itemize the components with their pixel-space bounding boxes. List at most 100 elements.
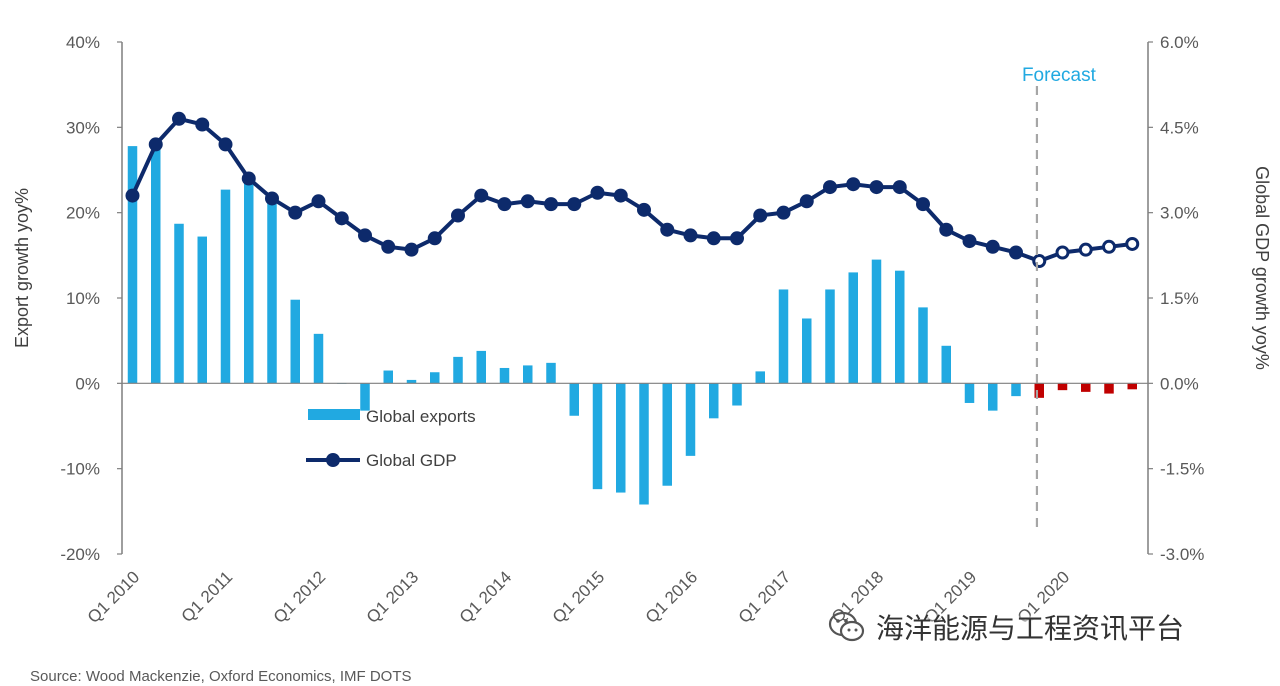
left-axis-title: Export growth yoy% <box>12 188 32 348</box>
legend: Global exports Global GDP <box>306 407 476 470</box>
export-bar <box>220 189 231 384</box>
export-bar <box>1011 383 1021 397</box>
watermark: 海洋能源与工程资讯平台 <box>826 606 1184 648</box>
export-bar <box>964 383 975 403</box>
right-tick-label: 1.5% <box>1160 289 1199 308</box>
export-bar <box>313 333 324 384</box>
gdp-point <box>613 188 628 203</box>
gdp-point <box>985 239 1000 254</box>
gdp-point <box>404 242 419 257</box>
left-tick-label: 40% <box>66 33 100 52</box>
export-bar <box>941 345 951 384</box>
gdp-point <box>427 231 442 246</box>
export-bar <box>802 318 812 384</box>
gdp-point <box>544 197 558 212</box>
export-bar <box>1057 383 1068 391</box>
gdp-point <box>730 231 744 246</box>
export-bar <box>825 289 835 384</box>
gdp-point <box>358 228 372 243</box>
export-bar <box>709 383 719 419</box>
gdp-point <box>823 180 837 195</box>
gdp-point <box>1125 236 1140 251</box>
gdp-point <box>148 137 163 152</box>
export-bar <box>871 259 882 384</box>
export-bar <box>523 365 533 384</box>
gdp-point <box>962 234 977 249</box>
export-bar <box>778 289 789 384</box>
x-tick-label: Q1 2010 <box>84 567 144 627</box>
right-tick-label: 6.0% <box>1160 33 1199 52</box>
export-bar <box>127 146 138 384</box>
export-bar <box>918 307 928 384</box>
gdp-point <box>474 188 489 203</box>
export-bar <box>1127 383 1137 390</box>
export-bar <box>406 379 417 384</box>
export-bar <box>290 299 300 384</box>
legend-label-gdp: Global GDP <box>366 451 457 470</box>
right-tick-label: -3.0% <box>1160 545 1204 564</box>
left-tick-label: 20% <box>66 204 100 223</box>
gdp-point <box>1055 245 1070 260</box>
export-bar <box>895 270 905 384</box>
export-bars <box>127 146 1137 505</box>
gdp-point <box>776 205 791 220</box>
source-note: Source: Wood Mackenzie, Oxford Economics… <box>30 668 412 685</box>
x-tick-label: Q1 2012 <box>270 567 330 627</box>
legend-label-exports: Global exports <box>366 407 476 426</box>
left-tick-label: 10% <box>66 289 100 308</box>
export-bar <box>383 370 393 384</box>
gdp-point <box>753 208 768 223</box>
gdp-point <box>660 222 675 237</box>
gdp-point <box>195 117 210 132</box>
gdp-point <box>683 228 698 243</box>
gdp-series-line <box>130 116 1133 264</box>
export-bar <box>662 383 672 486</box>
right-tick-label: 4.5% <box>1160 118 1199 137</box>
gdp-point <box>567 197 582 212</box>
export-bar <box>848 272 858 384</box>
x-tick-label: Q1 2013 <box>363 567 423 627</box>
gdp-point <box>706 231 721 246</box>
gdp-point <box>846 177 861 192</box>
gdp-point <box>590 185 605 200</box>
gdp-point <box>1078 242 1093 257</box>
left-tick-label: -20% <box>60 545 100 564</box>
gdp-point <box>520 194 535 209</box>
export-bar <box>197 236 207 384</box>
gdp-point <box>265 191 279 206</box>
legend-swatch-gdp-marker <box>326 453 340 467</box>
left-tick-label: -10% <box>60 460 100 479</box>
export-bar <box>569 383 579 416</box>
gdp-point <box>939 222 954 237</box>
watermark-text: 海洋能源与工程资讯平台 <box>876 612 1185 645</box>
export-bar <box>1034 383 1044 398</box>
export-bar <box>639 383 649 505</box>
gdp-point <box>916 197 930 212</box>
export-bar <box>616 383 626 493</box>
gdp-point <box>218 137 233 152</box>
wechat-icon <box>828 611 865 642</box>
export-bar <box>267 197 277 384</box>
gdp-point <box>172 111 186 126</box>
export-bar <box>1104 383 1114 394</box>
forecast-label: Forecast <box>1022 65 1097 86</box>
export-bar <box>151 148 161 384</box>
gdp-point <box>451 208 465 223</box>
export-bar <box>1081 383 1091 392</box>
export-bar <box>546 362 556 384</box>
export-bar <box>453 356 463 384</box>
export-bar <box>592 383 603 490</box>
export-bar <box>755 371 765 384</box>
right-axis-title: Global GDP growth yoy% <box>1252 166 1272 370</box>
legend-swatch-exports <box>308 409 360 420</box>
export-bar <box>732 383 742 406</box>
x-tick-label: Q1 2011 <box>178 567 237 626</box>
export-bar <box>430 372 440 384</box>
x-tick-label: Q1 2015 <box>549 567 609 627</box>
x-tick-label: Q1 2014 <box>456 567 516 627</box>
right-tick-label: -1.5% <box>1160 460 1204 479</box>
gdp-point <box>1102 239 1116 254</box>
gdp-point <box>311 194 326 209</box>
gdp-point <box>381 239 396 254</box>
